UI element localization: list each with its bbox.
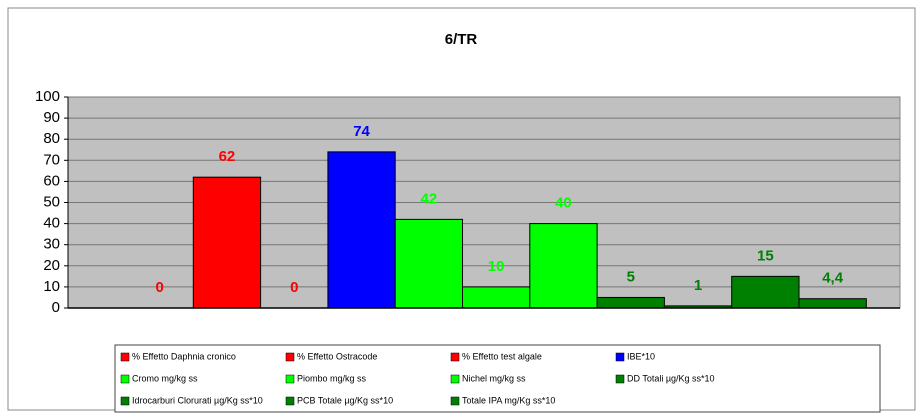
legend-swatch (450, 396, 460, 406)
legend-swatch (615, 374, 625, 384)
y-tick-label: 60 (43, 172, 60, 189)
legend-label: % Effetto test algale (462, 351, 542, 361)
value-label: 1 (694, 277, 702, 294)
legend-label: Cromo mg/kg ss (132, 373, 198, 383)
y-tick-label: 30 (43, 236, 60, 253)
y-tick-label: 10 (43, 278, 60, 295)
value-label: 0 (290, 279, 298, 296)
legend-label: DD Totali µg/Kg ss*10 (627, 373, 715, 383)
legend-swatch (120, 396, 130, 406)
legend-swatch (285, 374, 295, 384)
bar (731, 275, 800, 309)
legend-swatch (450, 374, 460, 384)
legend-swatch (450, 352, 460, 362)
y-tick-label: 40 (43, 215, 60, 232)
y-tick-label: 20 (43, 257, 60, 274)
legend-label: Piombo mg/kg ss (297, 373, 367, 383)
value-label: 15 (757, 247, 774, 264)
bar (462, 286, 531, 309)
legend-swatch (285, 352, 295, 362)
value-label: 42 (421, 190, 438, 207)
value-label: 40 (555, 195, 572, 212)
bar (529, 223, 598, 309)
y-tick-label: 80 (43, 130, 60, 147)
legend-label: % Effetto Daphnia cronico (132, 351, 236, 361)
y-tick-label: 50 (43, 193, 60, 210)
value-label: 62 (219, 148, 236, 165)
legend-label: Nichel mg/kg ss (462, 373, 526, 383)
y-tick-label: 70 (43, 151, 60, 168)
bar (327, 151, 396, 309)
value-label: 4,4 (822, 270, 844, 287)
y-tick-label: 90 (43, 109, 60, 126)
chart-title: 6/TR (445, 31, 478, 48)
bar (394, 218, 464, 309)
value-label: 74 (353, 123, 370, 140)
y-tick-label: 100 (35, 88, 60, 105)
legend-swatch (120, 352, 130, 362)
legend-swatch (285, 396, 295, 406)
legend-label: Idrocarburi Clorurati µg/Kg ss*10 (132, 395, 263, 405)
bar (596, 296, 665, 309)
legend-label: PCB Totale µg/Kg ss*10 (297, 395, 393, 405)
value-label: 0 (155, 279, 163, 296)
legend-swatch (120, 374, 130, 384)
legend-label: IBE*10 (627, 351, 655, 361)
legend-label: % Effetto Ostracode (297, 351, 377, 361)
value-label: 5 (627, 268, 635, 285)
bar (798, 298, 867, 309)
legend-label: Totale IPA mg/Kg ss*10 (462, 395, 555, 405)
legend-box (114, 344, 881, 413)
y-tick-label: 0 (52, 299, 60, 316)
bar (192, 176, 262, 309)
value-label: 10 (488, 258, 505, 275)
legend-swatch (615, 352, 625, 362)
